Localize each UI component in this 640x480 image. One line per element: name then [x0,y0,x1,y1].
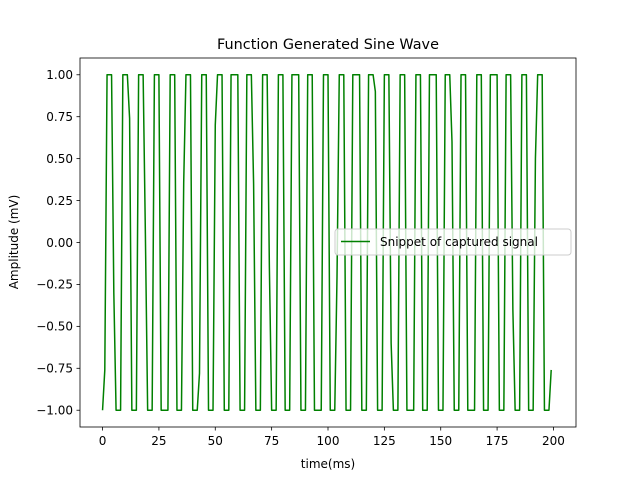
x-tick-label: 0 [99,434,107,448]
chart-title: Function Generated Sine Wave [217,37,439,53]
x-tick-label: 150 [429,434,452,448]
y-axis-label: Amplitude (mV) [7,195,21,290]
x-tick-label: 100 [317,434,340,448]
y-axis-ticks: 1.00 0.75 0.50 0.25 0.00 −0.25 −0.50 −0.75 −1.00 [36,68,80,418]
x-tick-label: 125 [373,434,396,448]
y-tick-label: 0.25 [46,194,73,208]
x-tick-label: 200 [542,434,565,448]
series-line [101,74,552,411]
legend-label: Snippet of captured signal [380,235,538,249]
x-tick-label: 25 [151,434,166,448]
x-tick-label: 175 [486,434,509,448]
y-tick-label: −0.50 [36,320,73,334]
y-tick-label: −0.25 [36,278,73,292]
legend: Snippet of captured signal [334,228,572,256]
x-axis-label: time(ms) [301,457,355,471]
y-tick-label: 0.00 [46,236,73,250]
y-tick-label: 0.75 [46,110,73,124]
y-tick-label: −0.75 [36,362,73,376]
y-tick-label: −1.00 [36,404,73,418]
x-tick-label: 50 [208,434,223,448]
y-tick-label: 0.50 [46,152,73,166]
legend-box [334,228,572,256]
x-tick-label: 75 [264,434,279,448]
x-axis-ticks: 0 25 50 75 100 125 150 175 200 [99,427,565,448]
y-tick-label: 1.00 [46,68,73,82]
